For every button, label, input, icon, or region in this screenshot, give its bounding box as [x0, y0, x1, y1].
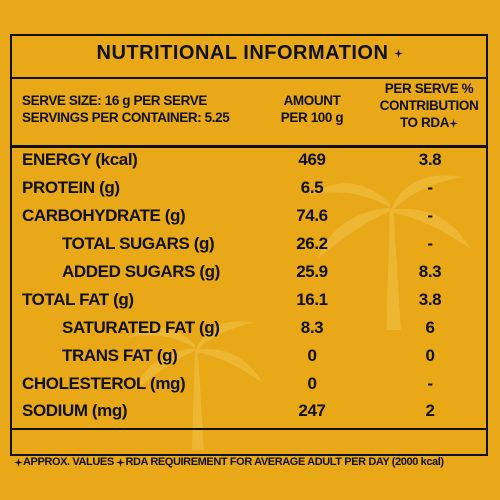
nutrient-name: ENERGY (kcal): [22, 150, 138, 169]
amount-value: 247: [298, 401, 326, 420]
nutrient-name: TOTAL SUGARS (g): [62, 234, 215, 253]
nutrient-name: TOTAL FAT (g): [22, 290, 134, 309]
nutrient-name: TRANS FAT (g): [62, 346, 178, 365]
amount-value: 74.6: [296, 206, 328, 225]
rda-value: 3.8: [418, 290, 442, 309]
nutrient-name: SODIUM (mg): [22, 401, 128, 420]
serve-size: SERVE SIZE: 16 g PER SERVE: [22, 93, 207, 108]
rda-header: PER SERVE % CONTRIBUTION TO RDA: [370, 80, 488, 131]
amount-value: 0: [307, 374, 317, 393]
footnote: APPROX. VALUES RDA REQUIREMENT FOR AVERA…: [14, 456, 444, 468]
nutrient-name: CHOLESTEROL (mg): [22, 374, 186, 393]
amount-value: 469: [298, 150, 326, 169]
rda-value: 8.3: [418, 262, 442, 281]
palm-decoration: [309, 175, 471, 330]
footnote-text: APPROX. VALUES: [23, 456, 114, 468]
amount-value: 8.3: [300, 318, 324, 337]
nutrient-name: CARBOHYDRATE (g): [22, 206, 186, 225]
rda-value: -: [427, 178, 433, 197]
star-icon: [116, 457, 126, 467]
star-icon: [394, 49, 404, 59]
title-text: NUTRITIONAL INFORMATION: [96, 42, 389, 64]
star-icon: [449, 118, 459, 128]
nutrient-name: ADDED SUGARS (g): [62, 262, 220, 281]
amount-value: 25.9: [296, 262, 328, 281]
header-line: AMOUNT: [283, 93, 341, 108]
star-icon: [14, 457, 23, 467]
rda-value: 0: [425, 346, 435, 365]
header-line: PER SERVE %: [384, 81, 474, 96]
header-line: CONTRIBUTION: [379, 98, 479, 113]
amount-value: 6.5: [300, 178, 324, 197]
divider: [12, 77, 488, 79]
divider: [12, 428, 488, 430]
rda-value: -: [427, 374, 433, 393]
amount-value: 0: [307, 346, 317, 365]
rda-value: -: [427, 234, 433, 253]
servings: SERVINGS PER CONTAINER: 5.25: [22, 110, 230, 125]
title: NUTRITIONAL INFORMATION: [0, 42, 500, 65]
amount-header: AMOUNT PER 100 g: [262, 92, 362, 126]
header-line: PER 100 g: [280, 110, 344, 125]
palm-decoration: [127, 321, 263, 450]
rda-value: -: [427, 206, 433, 225]
rda-value: 3.8: [418, 150, 442, 169]
nutrient-name: PROTEIN (g): [22, 178, 120, 197]
table-border: [10, 34, 488, 456]
serve-info: SERVE SIZE: 16 g PER SERVE SERVINGS PER …: [22, 92, 230, 126]
rda-value: 2: [425, 401, 435, 420]
footnote-text: RDA REQUIREMENT FOR AVERAGE ADULT PER DA…: [125, 456, 444, 468]
header-line: TO RDA: [399, 115, 450, 130]
nutrient-name: SATURATED FAT (g): [62, 318, 220, 337]
amount-value: 26.2: [296, 234, 328, 253]
divider: [12, 145, 488, 148]
rda-value: 6: [425, 318, 435, 337]
amount-value: 16.1: [296, 290, 328, 309]
